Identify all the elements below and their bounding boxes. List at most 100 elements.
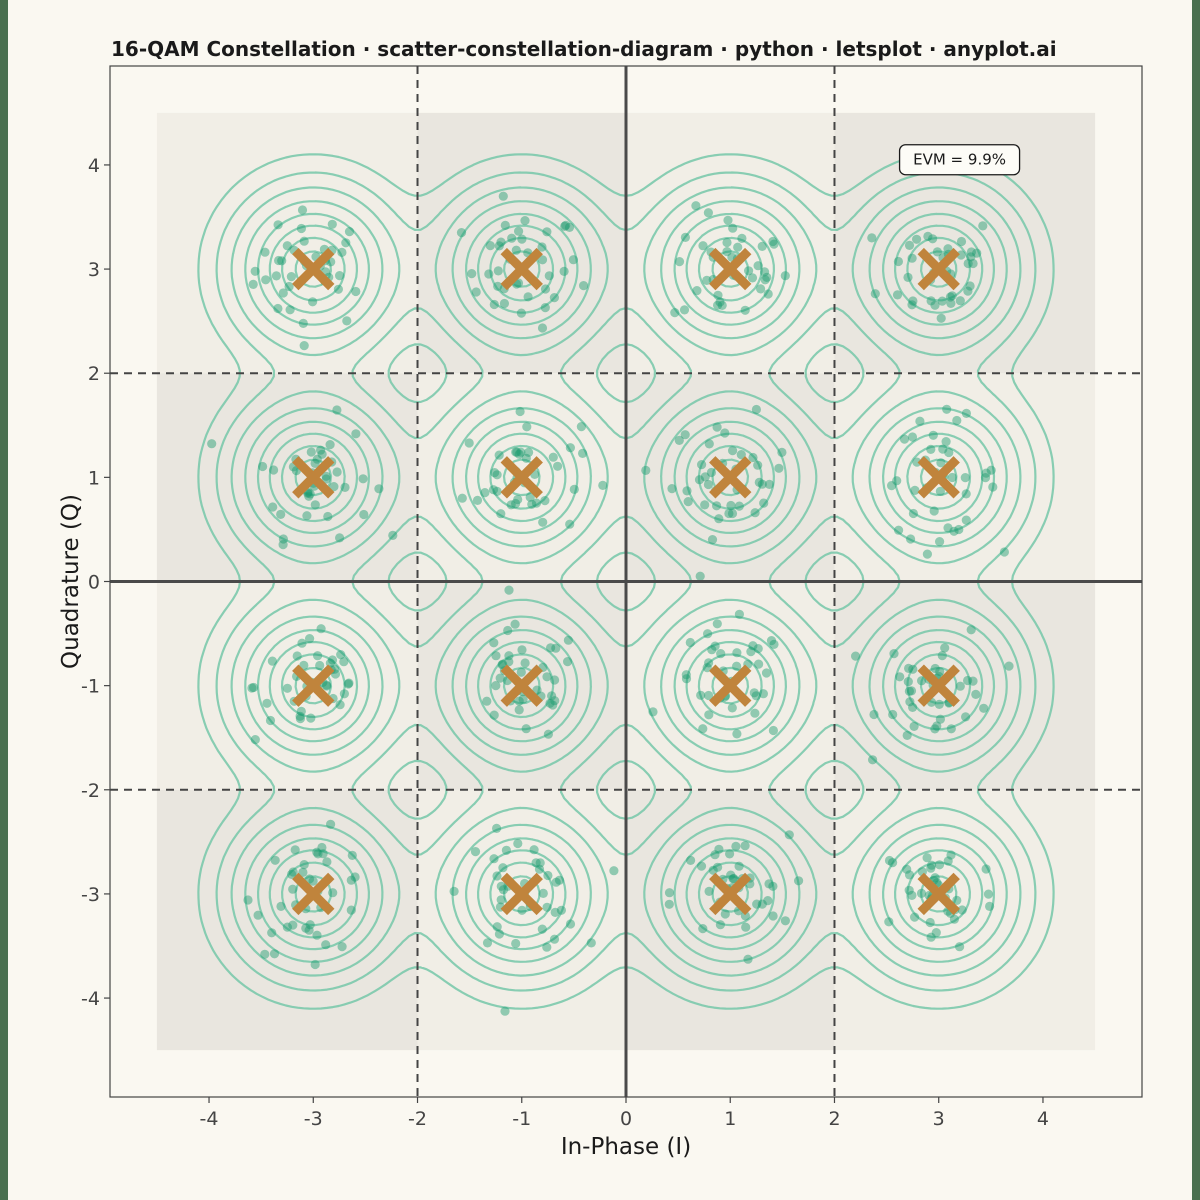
received-point — [907, 432, 918, 442]
received-point — [944, 447, 954, 458]
received-point — [542, 672, 552, 682]
received-point — [903, 677, 913, 687]
received-point — [728, 223, 738, 233]
received-point — [935, 666, 945, 677]
received-point — [949, 914, 960, 924]
received-point — [579, 281, 589, 291]
received-point — [313, 651, 323, 661]
received-point — [337, 247, 347, 257]
received-point — [986, 465, 996, 475]
received-point — [965, 281, 975, 291]
received-point — [716, 649, 726, 659]
received-point — [308, 876, 318, 886]
received-point — [336, 650, 346, 660]
received-point — [523, 292, 533, 302]
received-point — [681, 670, 691, 680]
decision-region — [834, 581, 1096, 790]
received-point — [988, 482, 998, 492]
received-point — [703, 208, 714, 218]
x-axis-title: In-Phase (I) — [561, 1134, 691, 1160]
ideal-point-stroke — [709, 456, 752, 499]
received-point — [915, 416, 925, 426]
received-point — [889, 649, 899, 659]
received-point — [322, 681, 332, 691]
zero-axes — [110, 66, 1142, 1097]
received-point — [696, 690, 706, 700]
received-point — [547, 691, 557, 701]
received-point — [979, 703, 989, 713]
received-point — [750, 508, 760, 518]
received-point — [537, 255, 548, 265]
received-point — [328, 888, 338, 898]
received-point — [983, 889, 994, 899]
received-point — [768, 725, 779, 736]
received-point — [722, 237, 732, 248]
received-point — [472, 495, 483, 505]
received-point — [851, 651, 861, 661]
received-point — [260, 247, 270, 257]
received-point — [971, 689, 981, 700]
received-point — [751, 691, 761, 701]
received-point — [484, 269, 494, 279]
received-point — [288, 867, 298, 877]
received-point — [295, 714, 305, 724]
x-tick-label: 2 — [828, 1108, 840, 1130]
received-point — [491, 681, 501, 691]
received-point — [734, 861, 744, 871]
decision-region — [834, 789, 1096, 1051]
received-point — [271, 271, 281, 281]
received-point — [269, 949, 280, 959]
received-point — [273, 303, 283, 314]
ideal-point-stroke — [292, 664, 335, 707]
received-point — [748, 641, 758, 651]
received-point — [753, 261, 763, 271]
received-point — [499, 298, 509, 309]
received-point — [337, 942, 347, 952]
contour-line — [197, 153, 1055, 1010]
received-point — [503, 625, 513, 636]
received-point — [563, 657, 573, 667]
received-point — [278, 540, 288, 550]
received-point — [712, 422, 722, 432]
ideal-point — [500, 664, 543, 707]
ideal-point-stroke — [500, 247, 543, 291]
received-point — [565, 519, 575, 529]
received-point — [504, 657, 514, 667]
received-point — [740, 911, 751, 921]
decision-region — [156, 373, 418, 582]
received-point — [934, 699, 944, 710]
received-point — [941, 437, 951, 447]
x-tick-label: 0 — [620, 1108, 632, 1130]
received-point — [517, 905, 527, 915]
received-point — [287, 869, 297, 880]
received-point — [323, 511, 333, 522]
received-point — [554, 875, 565, 885]
received-point — [537, 924, 547, 934]
received-point — [641, 465, 651, 475]
received-point — [494, 241, 504, 251]
received-point — [955, 296, 965, 306]
received-point — [698, 924, 708, 934]
received-point — [981, 864, 991, 874]
received-point — [464, 438, 474, 448]
received-point — [553, 461, 563, 471]
received-point — [746, 647, 756, 657]
received-point — [904, 885, 914, 895]
received-point — [980, 473, 991, 483]
received-point — [780, 916, 791, 926]
received-point — [963, 675, 973, 686]
received-point — [922, 853, 932, 863]
received-point — [906, 534, 916, 544]
received-point — [344, 227, 355, 237]
received-point — [467, 269, 477, 279]
received-point — [725, 849, 735, 859]
received-point — [556, 905, 567, 915]
received-point — [888, 858, 898, 868]
received-point — [744, 266, 754, 276]
received-point — [904, 870, 915, 880]
received-point — [273, 220, 283, 230]
received-point — [764, 479, 775, 489]
received-point — [489, 710, 499, 720]
received-point — [907, 890, 917, 901]
received-point — [763, 289, 773, 299]
